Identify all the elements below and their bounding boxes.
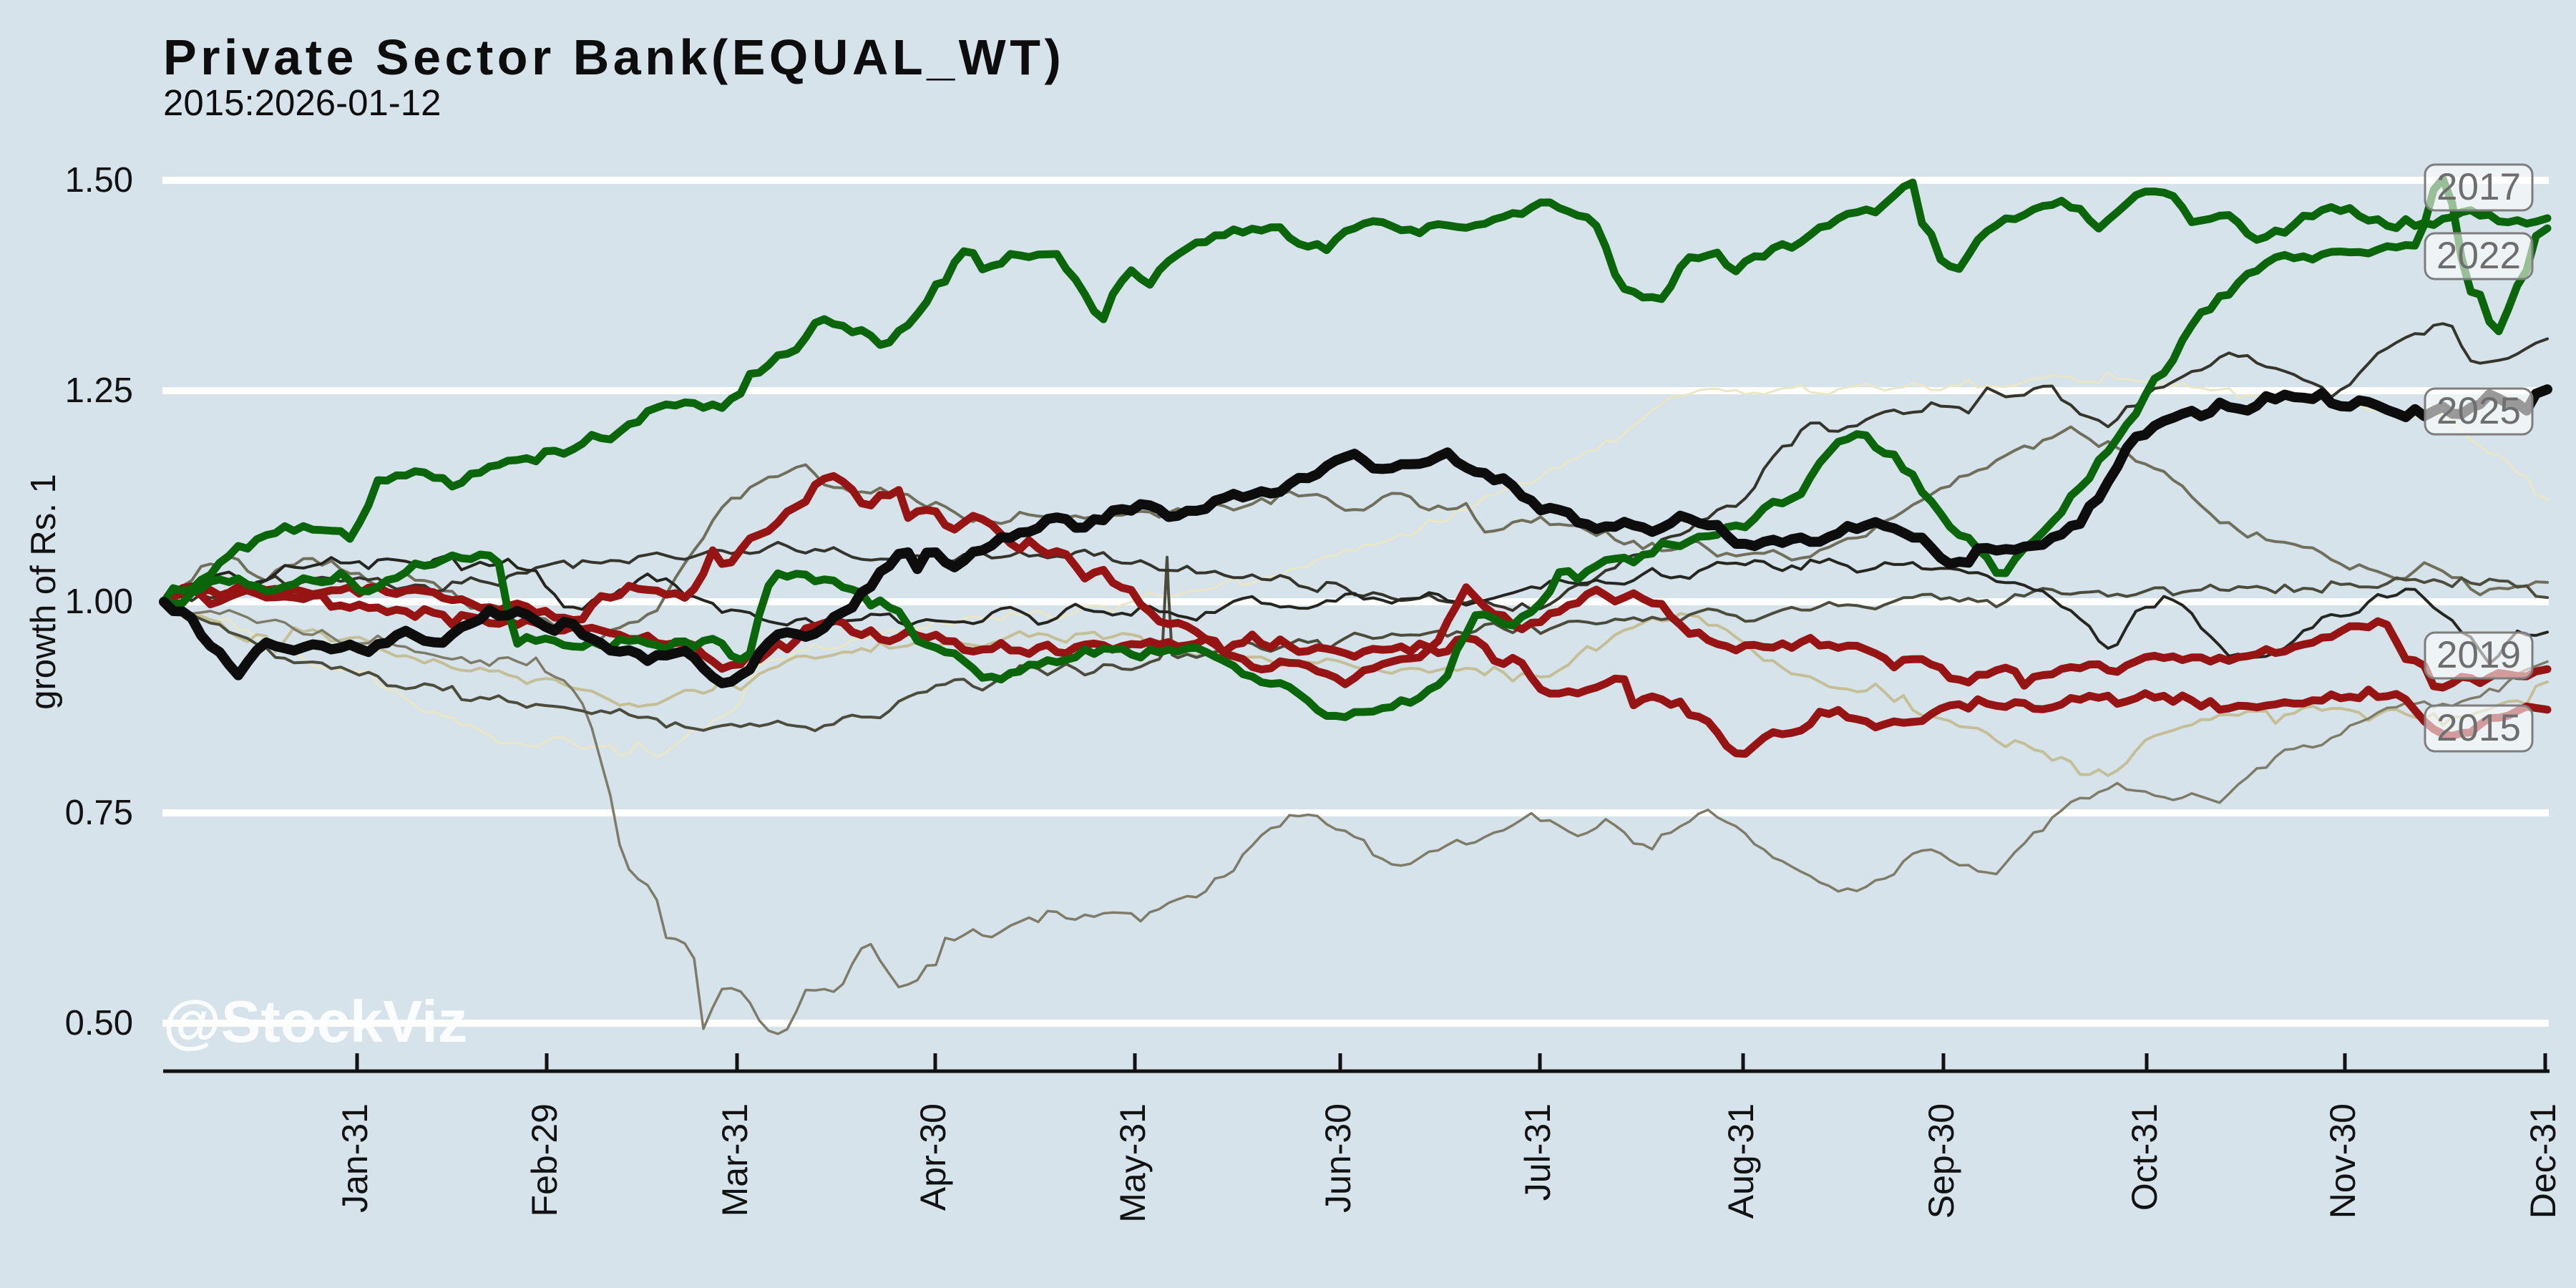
svg-text:0.75: 0.75 xyxy=(65,794,133,832)
svg-text:1.25: 1.25 xyxy=(65,371,133,410)
svg-text:2019: 2019 xyxy=(2436,634,2521,676)
svg-text:2015: 2015 xyxy=(2436,707,2521,749)
svg-text:2015:2026-01-12: 2015:2026-01-12 xyxy=(163,82,441,123)
svg-text:1.00: 1.00 xyxy=(65,582,133,621)
svg-text:Oct-31: Oct-31 xyxy=(2124,1103,2165,1211)
svg-text:1.50: 1.50 xyxy=(65,161,133,200)
svg-text:Apr-30: Apr-30 xyxy=(913,1103,953,1211)
svg-text:May-31: May-31 xyxy=(1113,1103,1153,1223)
svg-text:Aug-31: Aug-31 xyxy=(1721,1103,1761,1219)
svg-text:Jan-31: Jan-31 xyxy=(335,1103,375,1213)
svg-text:Dec-31: Dec-31 xyxy=(2523,1103,2563,1219)
svg-text:0.50: 0.50 xyxy=(65,1004,133,1043)
svg-text:Mar-31: Mar-31 xyxy=(715,1103,755,1216)
svg-text:Private Sector Bank(EQUAL_WT): Private Sector Bank(EQUAL_WT) xyxy=(163,29,1065,85)
svg-text:growth of Rs. 1: growth of Rs. 1 xyxy=(24,474,63,710)
svg-text:2025: 2025 xyxy=(2436,390,2521,432)
svg-text:Jul-31: Jul-31 xyxy=(1518,1103,1558,1201)
svg-text:Jun-30: Jun-30 xyxy=(1318,1103,1358,1213)
svg-text:Nov-30: Nov-30 xyxy=(2323,1103,2363,1219)
svg-text:2022: 2022 xyxy=(2436,235,2521,277)
svg-text:Sep-30: Sep-30 xyxy=(1921,1103,1961,1219)
svg-text:@StockViz: @StockViz xyxy=(163,988,467,1055)
svg-text:2017: 2017 xyxy=(2436,166,2521,208)
svg-text:Feb-29: Feb-29 xyxy=(525,1103,565,1216)
